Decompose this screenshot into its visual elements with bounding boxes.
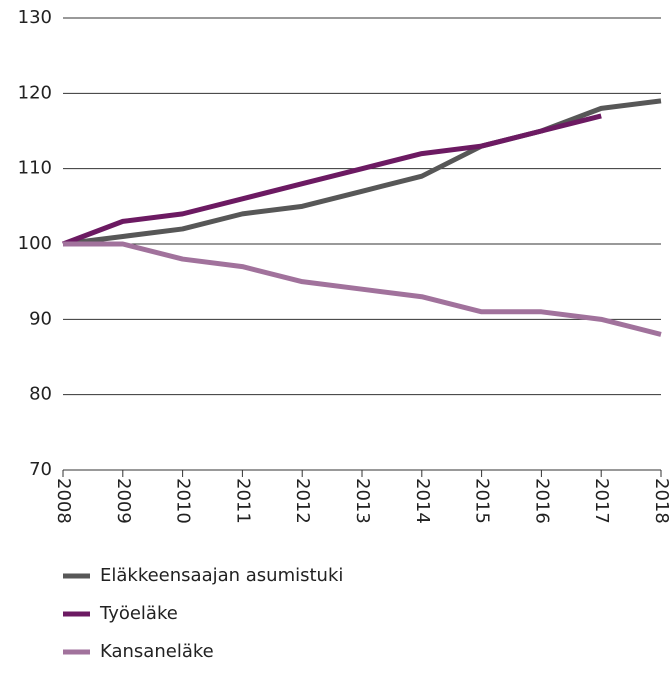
- data-line: [62, 113, 602, 247]
- legend-label: Kansaneläke: [100, 641, 214, 662]
- y-tick-label: 100: [18, 233, 52, 254]
- x-tick-label: 2009: [113, 478, 134, 524]
- legend-label: Eläkkeensaajan asumistuki: [100, 565, 343, 586]
- x-tick-label: 2012: [292, 478, 313, 524]
- x-tick-label: 2011: [232, 478, 253, 524]
- x-tick-label: 2018: [651, 478, 672, 524]
- x-tick-label: 2014: [412, 478, 433, 524]
- x-tick-label: 2010: [173, 478, 194, 524]
- y-tick-label: 80: [29, 384, 52, 405]
- x-tick-label: 2015: [472, 478, 493, 524]
- x-tick-label: 2008: [53, 478, 74, 524]
- y-tick-label: 70: [29, 459, 52, 480]
- x-tick-label: 2017: [591, 478, 612, 524]
- y-tick-label: 90: [29, 308, 52, 329]
- x-tick-label: 2016: [531, 478, 552, 524]
- y-tick-label: 120: [18, 82, 52, 103]
- data-line: [63, 241, 662, 337]
- x-tick-label: 2013: [352, 478, 373, 524]
- y-tick-label: 130: [18, 7, 52, 28]
- y-tick-label: 110: [18, 158, 52, 179]
- legend-label: Työeläke: [99, 603, 178, 624]
